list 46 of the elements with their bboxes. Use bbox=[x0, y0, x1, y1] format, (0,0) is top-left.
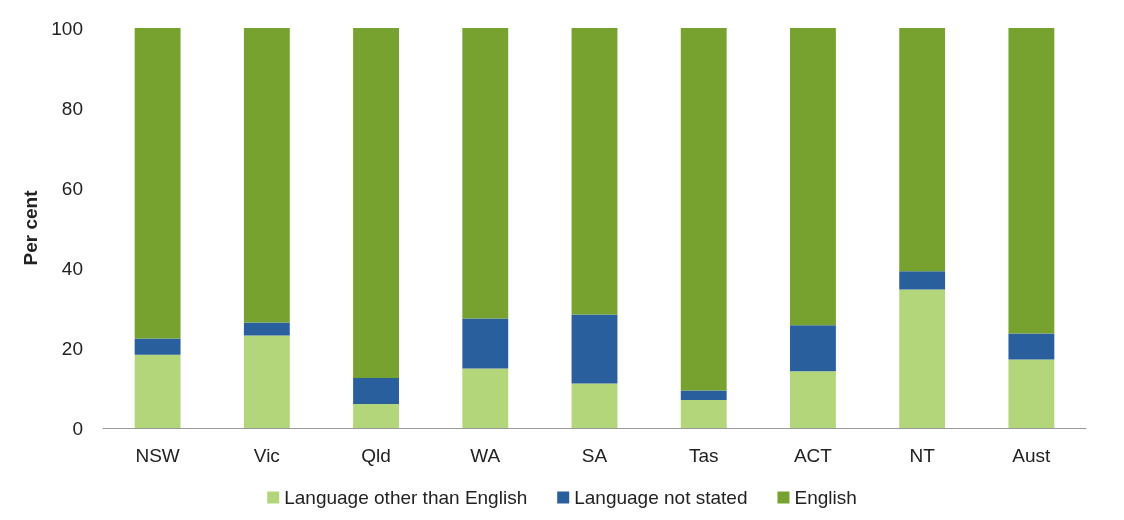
bar bbox=[571, 383, 618, 428]
y-tick-label: 40 bbox=[61, 257, 83, 279]
y-tick-label: 0 bbox=[72, 417, 83, 439]
legend-label: Language other than English bbox=[284, 487, 528, 508]
bar bbox=[899, 28, 946, 272]
bar bbox=[353, 378, 399, 404]
x-tick-label: Qld bbox=[361, 445, 391, 466]
legend-label: Language not stated bbox=[574, 487, 748, 508]
bar bbox=[790, 371, 836, 428]
y-tick-label: 20 bbox=[61, 337, 83, 359]
bar bbox=[680, 400, 727, 428]
bar bbox=[680, 390, 727, 400]
bar bbox=[790, 325, 836, 372]
y-tick-label: 80 bbox=[61, 97, 83, 119]
x-tick-label: Vic bbox=[253, 445, 280, 466]
bar bbox=[899, 271, 946, 290]
x-tick-label: WA bbox=[470, 445, 501, 466]
legend-label: English bbox=[794, 487, 857, 508]
bar bbox=[134, 354, 181, 428]
y-axis-title: Per cent bbox=[20, 189, 42, 266]
x-tick-label: Tas bbox=[688, 445, 719, 466]
y-tick-label: 60 bbox=[61, 177, 83, 199]
x-tick-label: Aust bbox=[1012, 445, 1052, 466]
bar bbox=[243, 28, 290, 323]
bar bbox=[462, 28, 509, 319]
bar bbox=[462, 368, 509, 428]
bar bbox=[899, 289, 946, 428]
bar bbox=[1008, 333, 1055, 360]
bar bbox=[243, 335, 290, 428]
bar bbox=[134, 338, 181, 355]
x-tick-label: NT bbox=[909, 445, 936, 466]
bar bbox=[790, 28, 836, 326]
bar bbox=[353, 404, 399, 428]
bar bbox=[134, 28, 181, 339]
bar bbox=[1008, 28, 1055, 334]
bar bbox=[571, 314, 618, 384]
bar bbox=[243, 322, 290, 336]
y-tick-label: 100 bbox=[51, 17, 83, 39]
x-tick-label: ACT bbox=[793, 445, 833, 466]
x-tick-label: NSW bbox=[135, 445, 180, 466]
bar bbox=[571, 28, 618, 315]
x-tick-label: SA bbox=[581, 445, 608, 466]
bar bbox=[462, 318, 509, 369]
bar bbox=[1008, 359, 1055, 428]
bar bbox=[680, 28, 727, 391]
bar bbox=[353, 28, 399, 378]
